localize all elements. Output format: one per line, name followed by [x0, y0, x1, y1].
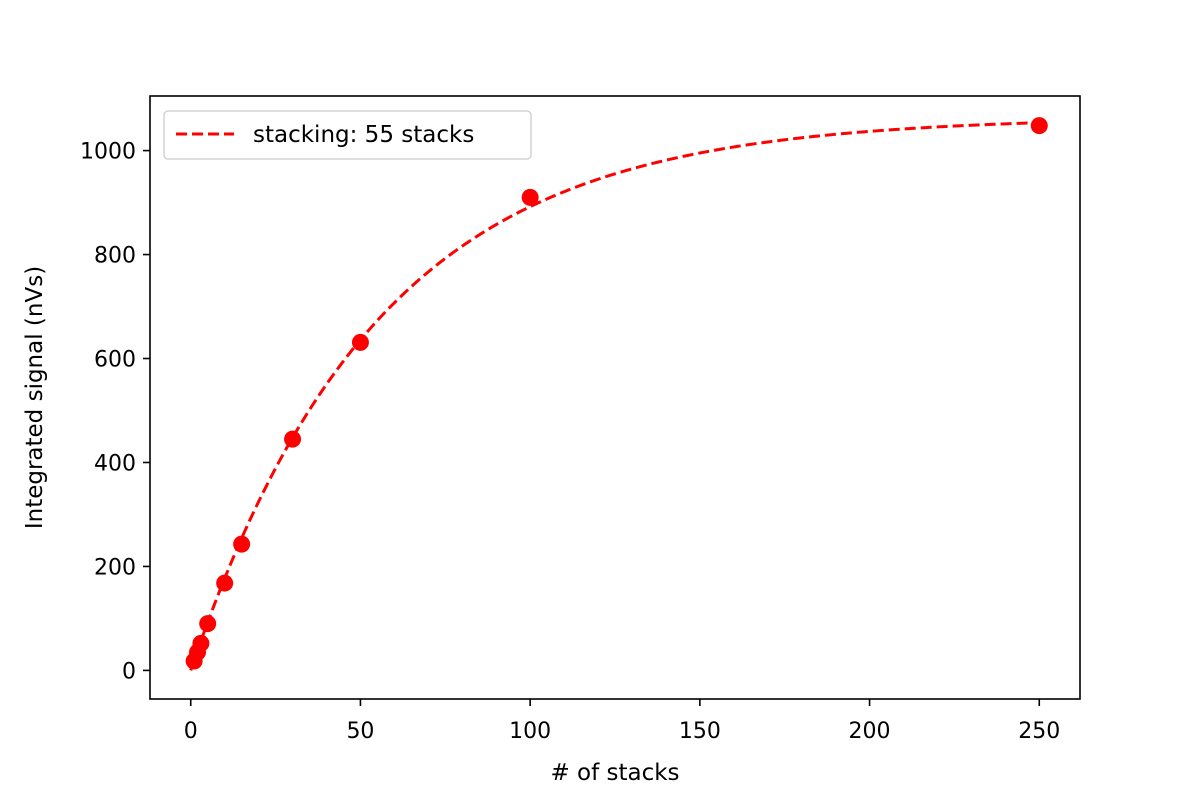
y-tick-label: 600	[94, 348, 136, 373]
x-tick-label: 100	[509, 719, 551, 744]
data-point	[192, 634, 210, 652]
y-tick-label: 200	[94, 555, 136, 580]
plot-content	[185, 117, 1048, 671]
x-axis-ticks: 0 50 100 150 200 250	[184, 699, 1060, 744]
x-axis-label: # of stacks	[550, 760, 679, 786]
fit-curve-line	[189, 121, 1040, 671]
y-axis-ticks: 0 200 400 600 800 1000	[80, 140, 150, 684]
data-point	[351, 333, 369, 351]
legend-box	[163, 110, 532, 160]
y-tick-label: 800	[94, 244, 136, 269]
axes-frame	[149, 95, 1081, 700]
data-point	[1030, 117, 1048, 135]
y-axis-label: Integrated signal (nVs)	[22, 266, 48, 529]
data-point	[521, 188, 539, 206]
y-tick-label: 400	[94, 451, 136, 476]
data-point	[216, 574, 234, 592]
legend-entry-label: stacking: 55 stacks	[253, 122, 474, 148]
data-point	[284, 430, 302, 448]
data-point	[233, 535, 251, 553]
x-tick-label: 150	[679, 719, 721, 744]
x-tick-label: 50	[346, 719, 374, 744]
legend: stacking: 55 stacks	[163, 110, 532, 160]
data-point	[199, 615, 217, 633]
y-tick-label: 1000	[80, 140, 136, 165]
x-tick-label: 0	[184, 719, 198, 744]
x-tick-label: 250	[1018, 719, 1060, 744]
x-tick-label: 200	[849, 719, 891, 744]
y-tick-label: 0	[122, 659, 136, 684]
